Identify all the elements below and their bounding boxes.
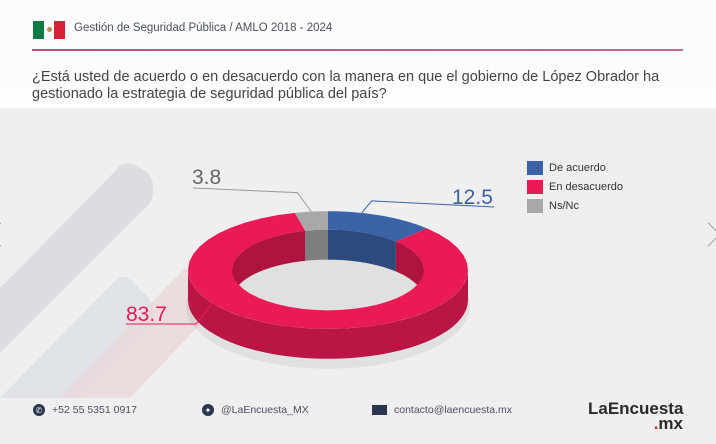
legend-label: En desacuerdo (549, 180, 623, 193)
mexico-flag-icon (33, 21, 66, 39)
twitter-icon: ✦ (202, 404, 214, 416)
data-label-en-desacuerdo: 83.7 (126, 303, 167, 326)
legend-item-nsnc: Ns/Nc (527, 196, 623, 215)
header-area: Gestión de Seguridad Pública / AMLO 2018… (0, 0, 716, 108)
email-text[interactable]: contacto@laencuesta.mx (394, 404, 513, 416)
twitter-handle[interactable]: @LaEncuesta_MX (221, 404, 309, 416)
logo: LaEncuesta .mx (588, 399, 684, 433)
donut-inner-wall-2-1 (305, 229, 328, 261)
header-divider (32, 49, 683, 51)
page-title: Gestión de Seguridad Pública / AMLO 2018… (74, 22, 333, 34)
footer-email[interactable]: contacto@laencuesta.mx (372, 404, 512, 416)
mail-icon (372, 405, 387, 415)
footer-twitter[interactable]: ✦ @LaEncuesta_MX (202, 404, 309, 416)
legend-label: Ns/Nc (549, 199, 579, 212)
donut-inner-wall-1-0 (395, 241, 424, 300)
survey-question: ¿Está usted de acuerdo o en desacuerdo c… (32, 69, 660, 102)
logo-main: LaEncuesta (588, 399, 684, 418)
donut-inner-wall-0-0 (328, 229, 396, 272)
decor-stripe-pink (60, 268, 230, 398)
footer-phone: ✆ +52 55 5351 0917 (33, 404, 137, 416)
donut-inner-wall-1-1 (232, 230, 306, 300)
background-decoration (0, 163, 230, 398)
legend-label: De acuerdo (549, 161, 606, 174)
whatsapp-icon: ✆ (33, 404, 45, 416)
logo-dot: . (653, 414, 659, 433)
leader-line-en-desacuerdo (126, 299, 216, 325)
data-label-nsnc: 3.8 (192, 166, 222, 189)
chart-legend: De acuerdo En desacuerdo Ns/Nc (527, 158, 623, 215)
decor-stripe-gray (0, 163, 154, 353)
leader-line-de-acuerdo (361, 200, 495, 214)
legend-swatch (527, 179, 543, 194)
data-label-de-acuerdo: 12.5 (452, 186, 493, 209)
donut-slice-en-desacuerdo (188, 212, 468, 329)
legend-swatch (527, 160, 543, 175)
logo-suffix: mx (658, 414, 683, 433)
legend-item-en-desacuerdo: En desacuerdo (527, 177, 623, 196)
donut-slice-ns-nc (294, 211, 328, 231)
donut-outer-wall-1 (188, 270, 468, 359)
donut-slice-de-acuerdo (328, 211, 427, 242)
legend-swatch (527, 198, 543, 213)
legend-item-de-acuerdo: De acuerdo (527, 158, 623, 177)
decor-stripe-blue (0, 276, 153, 398)
phone-text: +52 55 5351 0917 (52, 404, 137, 416)
leader-line-nsnc (192, 187, 312, 212)
